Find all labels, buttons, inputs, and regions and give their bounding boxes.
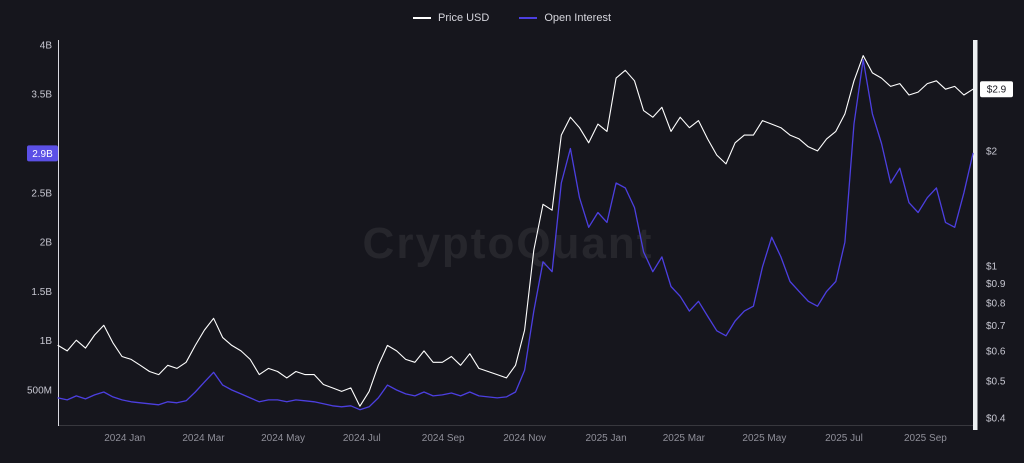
left-axis-tick-label: 2B [40, 238, 53, 249]
price-current-badge: $2.9 [980, 81, 1013, 98]
x-axis-tick-labels: 2024 Jan 2024 Mar 2024 May 2024 Jul 2024 Sep… [104, 433, 947, 444]
legend-item-label: Price USD [438, 12, 490, 24]
right-axis-tick-label: $0.9 [986, 279, 1006, 290]
x-axis-tick-label: 2024 Mar [182, 433, 225, 444]
x-axis-tick-label: 2025 May [742, 433, 786, 444]
left-axis-tick-labels: 4B 3.5B 2.5B 2B 1.5B 1B 500M [27, 40, 52, 396]
right-axis-tick-label: $1 [986, 262, 998, 273]
left-axis-tick-label: 4B [40, 40, 53, 51]
open-interest-current-badge: 2.9B [27, 145, 58, 162]
left-axis-tick-label: 1.5B [31, 287, 52, 298]
right-axis-bar [973, 40, 978, 430]
x-axis-tick-label: 2025 Sep [904, 433, 947, 444]
left-axis-tick-label: 1B [40, 336, 53, 347]
right-axis-tick-label: $0.6 [986, 346, 1006, 357]
x-axis-tick-label: 2024 Jul [343, 433, 381, 444]
legend-item-open-interest[interactable]: Open Interest [519, 12, 611, 24]
left-axis-tick-label: 500M [27, 386, 52, 397]
legend-item-label: Open Interest [544, 12, 611, 24]
left-axis-tick-label: 2.5B [31, 188, 52, 199]
right-axis-tick-label: $0.8 [986, 299, 1006, 310]
price-current-value: $2.9 [987, 85, 1007, 96]
x-axis-tick-label: 2024 Nov [503, 433, 546, 444]
x-axis-tick-label: 2025 Mar [663, 433, 706, 444]
right-axis-tick-label: $0.4 [986, 414, 1006, 425]
open-interest-series-marker [519, 17, 538, 19]
left-axis-tick-label: 3.5B [31, 90, 52, 101]
open-interest-current-value: 2.9B [32, 149, 53, 160]
right-axis-tick-labels: $2 $1 $0.9 $0.8 $0.7 $0.6 $0.5 $0.4 [986, 146, 1006, 424]
right-axis-tick-label: $2 [986, 146, 998, 157]
x-axis-tick-label: 2024 May [261, 433, 305, 444]
x-axis-tick-label: 2025 Jul [825, 433, 863, 444]
price-series-marker [413, 17, 431, 19]
watermark: CryptoQuant [363, 219, 654, 268]
price-usd-line [57, 55, 974, 407]
legend-item-price-usd[interactable]: Price USD [413, 12, 489, 24]
x-axis-tick-label: 2025 Jan [586, 433, 627, 444]
x-axis-tick-label: 2024 Sep [422, 433, 465, 444]
open-interest-line [57, 59, 974, 411]
right-axis-tick-label: $0.7 [986, 321, 1006, 332]
right-axis-tick-label: $0.5 [986, 377, 1006, 388]
chart-legend: Price USD Open Interest [0, 12, 1024, 24]
x-axis-tick-label: 2024 Jan [104, 433, 145, 444]
